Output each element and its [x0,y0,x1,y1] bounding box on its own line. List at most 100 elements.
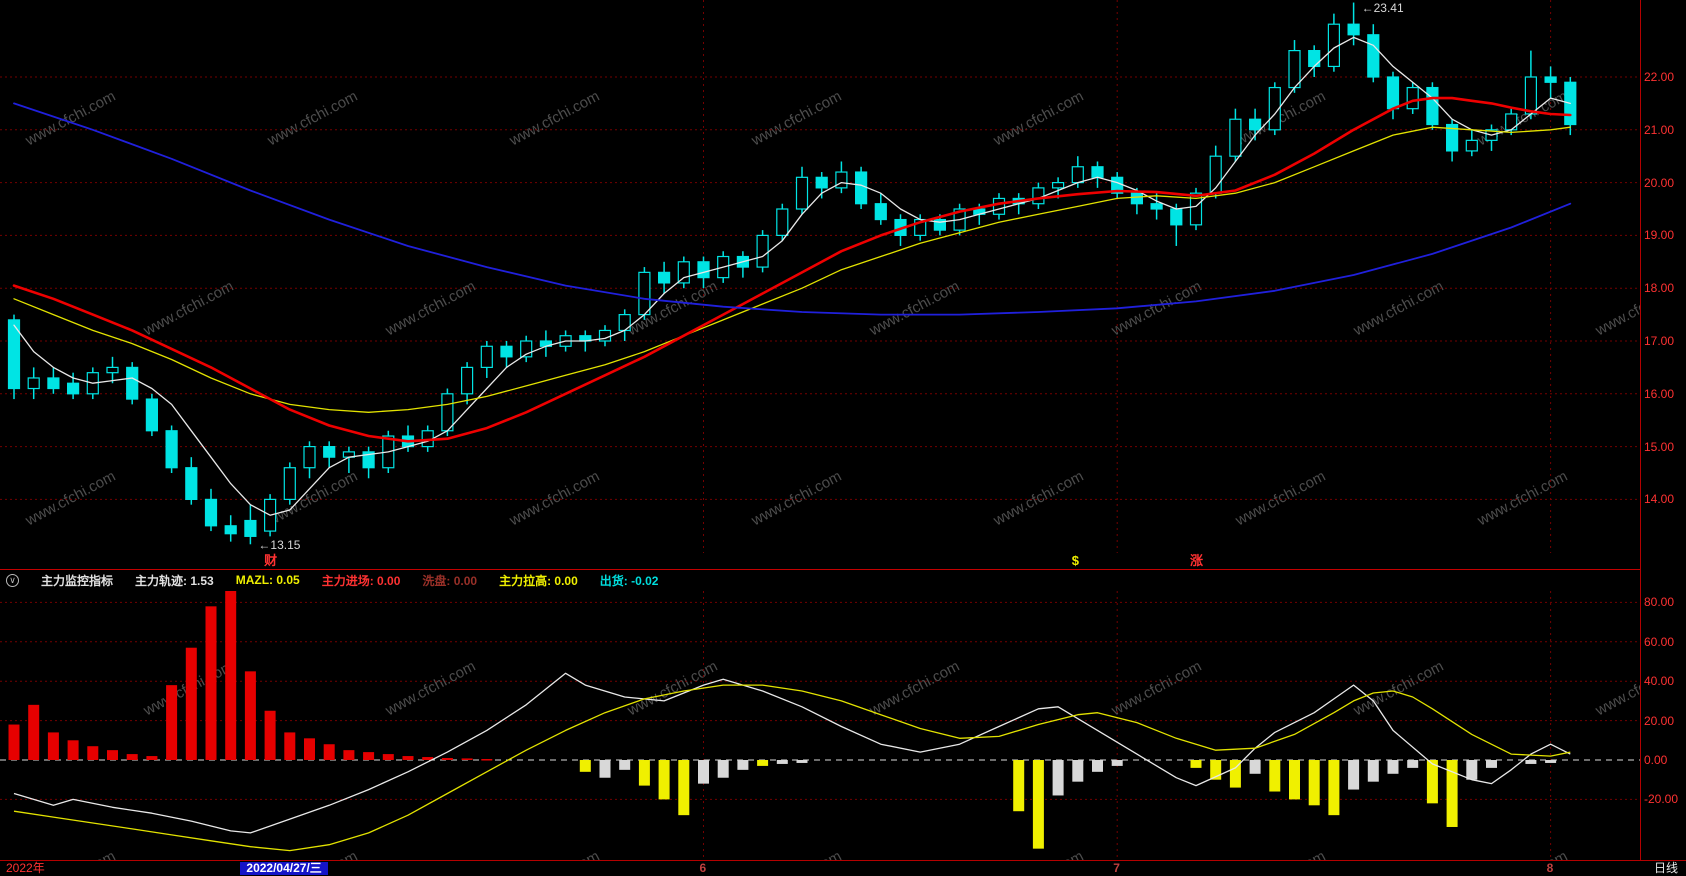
axis-tick-label: 20.00 [1644,175,1675,190]
candle-body [1465,139,1478,152]
collapse-indicator-icon[interactable]: ∨ [6,573,19,587]
indicator-gridlines [0,591,1640,860]
legend-zhuli-jinchang: 主力进场: 0.00 [321,573,401,588]
candle-body [1426,86,1439,126]
price-axis: 22.00 21.00 20.00 19.00 18.00 17.00 16.00 15.00… [1640,0,1686,876]
period-label[interactable]: 日线 [1653,861,1678,875]
legend-zhuli-lagao: 主力拉高: 0.00 [499,573,578,588]
legend-zhuli-guiji: 主力轨迹: 1.53 [135,573,214,588]
indicator-bar [1072,760,1084,782]
candle-body [1170,208,1183,226]
indicator-bar [1328,760,1340,816]
candle-body [224,525,237,535]
candle-body [303,446,316,469]
signal-marker: $ [1071,553,1080,568]
ma-white-line [13,36,1571,516]
indicator-bar [717,760,729,778]
candle-body [323,446,336,458]
candle-body [185,467,198,501]
indicator-bar [1446,760,1458,827]
candle-body [480,345,493,368]
candlestick-chart[interactable] [0,0,1640,569]
candle-body [441,393,454,432]
indicator-bar [1032,760,1044,849]
indicator-bar [796,760,808,763]
indicator-bar [658,760,670,800]
indicator-bar [126,754,138,760]
candle-body [47,377,60,390]
indicator-title: 主力监控指标 [41,573,114,588]
axis-tick-label: 18.00 [1644,281,1675,296]
candle-body [145,398,158,432]
indicator-bar [87,746,99,760]
axis-tick-label: 21.00 [1644,122,1675,137]
candle-body [500,345,513,358]
indicator-bar [698,760,709,784]
candle-body [1229,118,1242,157]
candle-body [697,261,710,279]
indicator-bar [757,760,769,766]
ma-lines-layer [12,36,1572,516]
indicator-bar [1190,760,1202,768]
indicator-bar [382,754,394,760]
indicator-bar [244,671,256,760]
indicator-bar [1289,760,1300,800]
indicator-bar [1249,760,1261,774]
indicator-bar [107,750,118,760]
candle-body [7,319,21,390]
indicator-bar [146,756,158,760]
indicator-bar [67,740,79,760]
indicator-chart[interactable] [0,591,1640,860]
time-axis-bar: 2022年 2022/04/27/三 日线 6 7 8 [0,860,1686,876]
indicator-bar [363,752,375,760]
candle-body [835,171,848,189]
candle-body [1051,182,1065,189]
axis-tick-label: -20.00 [1644,792,1679,807]
indicator-bar [225,591,237,760]
indicator-bar [1486,760,1497,768]
ma-blue-line [13,102,1572,316]
candle-body [1288,49,1301,89]
indicator-header: ∨ 主力监控指标 主力轨迹: 1.53 MAZL: 0.05 主力进场: 0.0… [0,569,1640,591]
indicator-bar [1269,760,1281,792]
candle-body [283,467,296,501]
signal-marker: 财 [264,553,278,568]
indicator-bar [737,760,749,770]
indicator-bar [205,606,217,760]
candle-body [1130,192,1144,205]
legend-chuhuo: 出货: -0.02 [599,573,659,588]
candle-body [126,366,139,400]
indicator-bar [323,744,335,760]
month-label: 6 [699,861,707,875]
candle-body [1032,187,1045,205]
indicator-bar [1348,760,1360,790]
indicator-bar [1052,760,1064,796]
axis-tick-label: 19.00 [1644,228,1675,243]
indicator-bar [28,704,40,760]
axis-tick-label: 20.00 [1644,713,1675,728]
signal-marker: 涨 [1190,553,1204,568]
candles-layer [7,2,1577,545]
price-annotation: ←13.15 [258,538,301,553]
indicator-bar [1210,760,1222,780]
price-annotation: ←23.41 [1361,1,1404,15]
candle-body [1524,76,1538,115]
candle-body [933,218,947,231]
candle-body [106,366,119,374]
month-label: 7 [1113,861,1120,875]
indicator-bar [185,647,197,760]
candle-body [854,171,868,205]
candle-body [66,382,80,395]
axis-tick-label: 80.00 [1644,595,1675,610]
ma-red-line [12,96,1572,443]
indicator-bar [678,760,690,816]
selected-date[interactable]: 2022/04/27/三 [240,862,328,875]
candle-body [165,430,178,469]
candle-body [1150,203,1163,210]
candle-body [1268,86,1281,131]
indicator-bar [776,760,788,764]
panel-separator [0,569,1686,570]
ma-yellow-line [13,126,1571,413]
indicator-bar [1111,760,1123,766]
